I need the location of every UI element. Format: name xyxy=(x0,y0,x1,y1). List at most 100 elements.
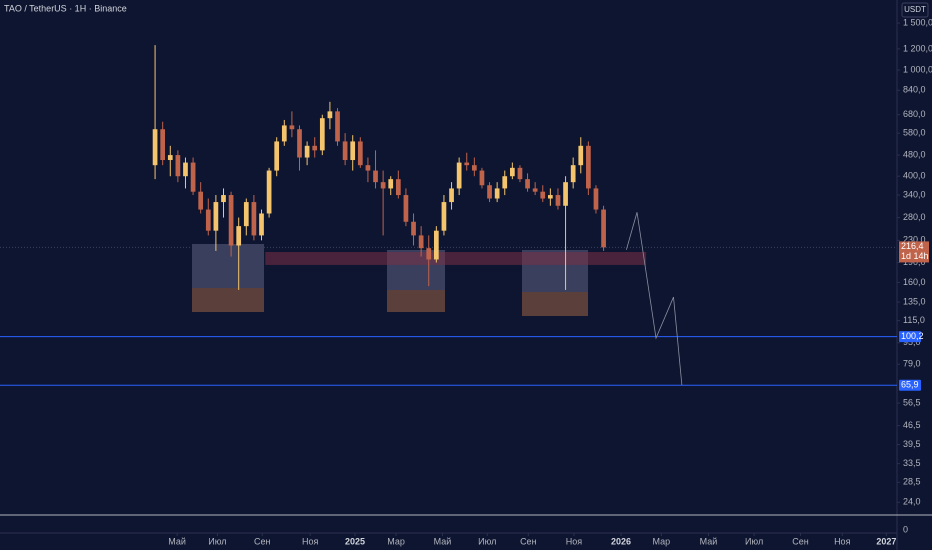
candle-body xyxy=(221,195,226,203)
y-tick-label: 24,0 xyxy=(903,497,921,507)
x-tick-label: 2025 xyxy=(345,536,365,546)
candle-body xyxy=(433,230,439,260)
candle-body xyxy=(160,129,166,161)
chart-title: TAO / TetherUS · 1H · Binance xyxy=(4,3,127,13)
y-tick-label: 840,0 xyxy=(903,85,926,95)
x-tick-label: Май xyxy=(168,536,186,546)
candle-body xyxy=(540,191,546,199)
candle-body xyxy=(266,170,272,214)
candle-body xyxy=(327,111,333,119)
candle-body xyxy=(509,167,515,177)
last-price-label: 216,4 xyxy=(901,241,924,251)
candle-body xyxy=(525,179,530,189)
y-tick-label: 580,0 xyxy=(903,128,926,138)
x-tick-label: Мар xyxy=(653,536,671,546)
x-tick-label: Ноя xyxy=(566,536,583,546)
candle-body xyxy=(152,129,158,166)
y-tick-label: 135,0 xyxy=(903,296,926,306)
y-tick-label: 79,0 xyxy=(903,359,921,369)
candle-body xyxy=(190,162,196,192)
projection-line xyxy=(625,212,683,386)
candle-body xyxy=(502,176,508,189)
candle-body xyxy=(548,195,553,199)
candle-body xyxy=(471,165,477,171)
candle-body xyxy=(335,111,340,142)
candle-body xyxy=(578,145,584,166)
x-tick-label: Сен xyxy=(792,536,809,546)
candle-body xyxy=(395,179,401,196)
candle-body xyxy=(479,170,485,186)
y-tick-label: 400,0 xyxy=(903,171,926,181)
y-tick-label: 95,0 xyxy=(903,337,921,347)
lower-pane-tick-label: 0 xyxy=(903,524,908,534)
candle-body xyxy=(350,141,356,161)
x-tick-label: Июл xyxy=(745,536,763,546)
candle-body xyxy=(251,202,257,236)
y-tick-label: 230,0 xyxy=(903,235,926,245)
x-tick-label: Сен xyxy=(254,536,271,546)
y-tick-label: 115,0 xyxy=(903,315,925,325)
y-tick-label: 28,5 xyxy=(903,477,921,487)
level-label-box xyxy=(899,331,921,343)
candle-body xyxy=(167,155,173,161)
image xyxy=(192,288,264,312)
candle-body xyxy=(517,167,523,180)
candle-body xyxy=(570,165,576,183)
candle-body xyxy=(228,195,234,246)
candle-body xyxy=(555,195,561,206)
level-label: 100,2 xyxy=(901,331,924,341)
candle-body xyxy=(205,209,211,231)
image xyxy=(387,290,445,312)
candle-body xyxy=(563,182,568,206)
candle-body xyxy=(304,145,310,158)
x-tick-label: Ноя xyxy=(302,536,319,546)
candle-body xyxy=(601,209,606,248)
x-tick-label: Сен xyxy=(520,536,537,546)
candle-body xyxy=(198,191,204,210)
candle-body xyxy=(319,118,325,151)
candle-body xyxy=(175,155,181,177)
candle-body xyxy=(441,202,447,231)
image xyxy=(522,292,588,316)
candle-body xyxy=(236,226,242,246)
candle-body xyxy=(365,165,371,171)
candle-body xyxy=(532,188,538,192)
y-tick-label: 160,0 xyxy=(903,277,926,287)
candle-body xyxy=(281,125,287,142)
y-tick-label: 56,5 xyxy=(903,397,921,407)
candle-body xyxy=(183,162,188,177)
level-label: 65,9 xyxy=(901,380,919,390)
x-tick-label: Июл xyxy=(208,536,226,546)
y-tick-label: 340,0 xyxy=(903,189,926,199)
candle-body xyxy=(243,202,249,227)
candle-body xyxy=(456,162,462,189)
currency[interactable]: USDT xyxy=(904,5,926,14)
countdown-label: 1d 14h xyxy=(901,251,929,261)
y-tick-label: 280,0 xyxy=(903,212,926,222)
y-tick-label: 1 000,0 xyxy=(903,64,932,74)
y-tick-label: 1 500,0 xyxy=(903,17,932,27)
level-label-box xyxy=(899,379,921,391)
y-tick-label: 46,5 xyxy=(903,420,921,430)
candle-body xyxy=(297,129,302,158)
candle-body xyxy=(403,195,409,222)
candle-body xyxy=(380,182,386,189)
currency-button[interactable] xyxy=(901,2,929,18)
y-tick-label: 480,0 xyxy=(903,149,926,159)
y-tick-label: 1 200,0 xyxy=(903,43,932,53)
candle-body xyxy=(213,202,219,231)
candle-body xyxy=(593,188,599,210)
candle-body xyxy=(388,179,394,189)
candle-body xyxy=(357,141,363,166)
x-tick-label: Май xyxy=(434,536,452,546)
x-tick-label: 2026 xyxy=(611,536,631,546)
candle-body xyxy=(494,188,500,199)
candle-body xyxy=(289,125,295,130)
x-tick-label: Мар xyxy=(387,536,405,546)
candle-body xyxy=(259,213,264,236)
candle-body xyxy=(464,162,470,166)
x-tick-label: Ноя xyxy=(834,536,851,546)
candle-body xyxy=(449,188,454,203)
